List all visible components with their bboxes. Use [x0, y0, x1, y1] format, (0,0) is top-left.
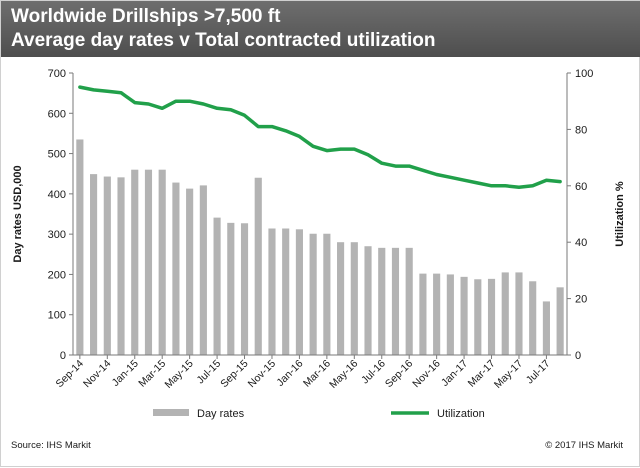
day-rate-bar	[172, 182, 180, 355]
y-tick-label-right: 60	[575, 181, 587, 193]
y-tick-label-right: 20	[575, 294, 587, 306]
y-axis-title-left: Day rates USD,000	[12, 165, 24, 262]
day-rate-bar	[405, 247, 413, 355]
day-rate-bar	[460, 276, 468, 355]
day-rate-bar	[419, 273, 427, 355]
x-tick-label: Jan-17	[439, 358, 470, 389]
day-rate-bar	[501, 272, 509, 355]
day-rate-bar	[103, 176, 111, 355]
x-tick-label: Nov-14	[81, 358, 114, 391]
x-tick-label: Sep-15	[218, 358, 251, 391]
x-tick-label: Jul-17	[524, 358, 553, 387]
y-tick-label-left: 200	[48, 269, 66, 281]
x-tick-label: May-16	[327, 358, 360, 391]
day-rate-bar	[364, 246, 372, 355]
day-rate-bar	[199, 185, 207, 355]
source-note: Source: IHS Markit	[11, 440, 91, 451]
day-rate-bar	[323, 233, 331, 355]
day-rate-bar	[378, 247, 386, 355]
day-rate-bar	[213, 217, 221, 355]
day-rate-bar	[391, 247, 400, 355]
day-rate-bar	[515, 272, 523, 355]
day-rate-bar	[542, 301, 550, 355]
day-rate-bar	[309, 233, 317, 355]
day-rate-bar	[240, 223, 249, 355]
day-rate-bar	[90, 174, 98, 355]
x-tick-label: Jan-16	[274, 358, 305, 389]
y-tick-label-right: 100	[575, 68, 593, 80]
y-tick-label-left: 700	[48, 68, 66, 80]
day-rate-bar	[446, 274, 454, 355]
day-rate-bar	[295, 229, 303, 355]
x-tick-label: Jan-15	[110, 358, 141, 389]
y-axis-title-right: Utilization %	[614, 181, 626, 247]
day-rate-bar	[117, 177, 125, 355]
y-tick-label-left: 0	[60, 350, 66, 362]
utilization-line	[78, 85, 562, 189]
x-tick-label: Sep-14	[54, 358, 87, 391]
day-rate-bar	[144, 169, 153, 355]
day-rate-bar	[131, 169, 139, 355]
x-tick-label: Nov-15	[246, 358, 279, 391]
x-tick-label: Sep-16	[383, 358, 416, 391]
day-rate-bar	[186, 188, 194, 355]
chart-subtitle: Average day rates v Total contracted uti…	[11, 30, 436, 51]
day-rate-bar	[254, 177, 262, 355]
y-tick-label-right: 0	[575, 350, 581, 362]
day-rate-bar	[487, 278, 496, 355]
title-banner: Worldwide Drillships >7,500 ft Average d…	[1, 1, 640, 57]
legend-label-utilization: Utilization	[437, 408, 485, 420]
x-tick-label: May-15	[163, 358, 196, 391]
legend-label-day-rates: Day rates	[197, 408, 245, 420]
y-tick-label-left: 400	[48, 189, 66, 201]
day-rate-bar	[433, 273, 441, 355]
day-rate-bar	[350, 242, 358, 355]
y-tick-label-right: 40	[575, 237, 587, 249]
day-rate-bar	[337, 242, 345, 355]
y-tick-label-right: 80	[575, 124, 587, 136]
y-tick-label-left: 300	[48, 229, 66, 241]
y-tick-label-left: 500	[48, 149, 66, 161]
day-rate-bar	[268, 228, 276, 355]
day-rate-bar	[556, 287, 564, 355]
copyright-note: © 2017 IHS Markit	[545, 440, 623, 451]
day-rate-bar	[227, 222, 235, 355]
legend-swatch-day-rates	[153, 409, 189, 416]
x-tick-label: Nov-16	[410, 358, 443, 391]
y-tick-label-left: 100	[48, 310, 66, 322]
day-rate-bar	[474, 279, 482, 355]
y-tick-label-left: 600	[48, 108, 66, 120]
day-rate-bar	[529, 281, 537, 355]
day-rate-bar	[76, 139, 84, 355]
day-rate-bar	[282, 228, 290, 355]
day-rate-bar	[158, 169, 166, 355]
chart-title: Worldwide Drillships >7,500 ft	[11, 6, 281, 27]
x-tick-label: May-17	[492, 358, 525, 391]
